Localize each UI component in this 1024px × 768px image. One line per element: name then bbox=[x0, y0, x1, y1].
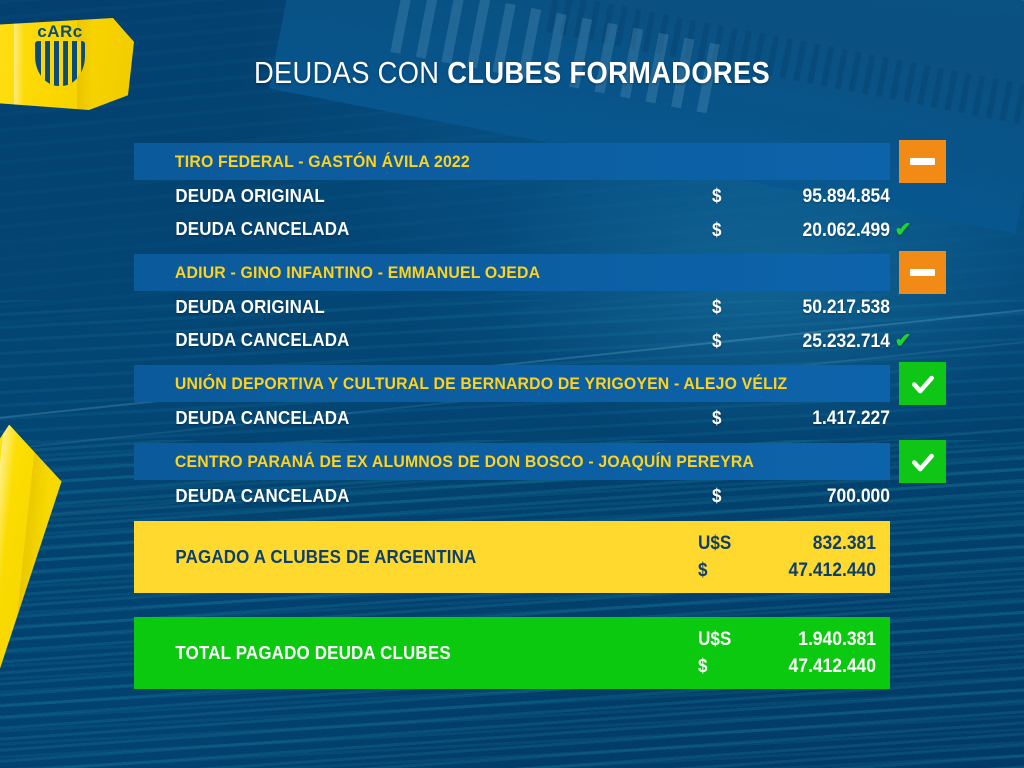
club-header-row: ADIUR - GINO INFANTINO - EMMANUEL OJEDA bbox=[134, 251, 946, 294]
row-amount: $ 20.062.499 ✔ bbox=[712, 217, 916, 242]
club-header-row: UNIÓN DEPORTIVA Y CULTURAL DE BERNARDO D… bbox=[134, 362, 946, 405]
check-icon bbox=[899, 362, 946, 405]
row-amount: $ 1.417.227 bbox=[712, 408, 890, 430]
currency-symbol: $ bbox=[712, 185, 722, 207]
summary-line: U$S 1.940.381 bbox=[698, 626, 876, 653]
row-label: DEUDA ORIGINAL bbox=[175, 186, 325, 206]
club-name: ADIUR - GINO INFANTINO - EMMANUEL OJEDA bbox=[174, 262, 541, 282]
amount-value: 47.412.440 bbox=[788, 656, 876, 677]
amount-value: 95.894.854 bbox=[802, 185, 890, 207]
currency-symbol: $ bbox=[698, 656, 708, 677]
check-icon: ✔ bbox=[894, 330, 912, 352]
row-label: DEUDA CANCELADA bbox=[175, 408, 350, 428]
row-amount: $ 95.894.854 bbox=[712, 186, 890, 208]
row-amount: $ 700.000 bbox=[712, 486, 890, 508]
summary-bar-argentina: PAGADO A CLUBES DE ARGENTINA U$S 832.381… bbox=[134, 521, 890, 593]
row-amount: $ 25.232.714 ✔ bbox=[712, 328, 916, 353]
summary-label: PAGADO A CLUBES DE ARGENTINA bbox=[175, 546, 477, 567]
debt-table: TIRO FEDERAL - GASTÓN ÁVILA 2022 DEUDA O… bbox=[134, 140, 946, 689]
minus-icon bbox=[899, 140, 946, 183]
club-header-row: CENTRO PARANÁ DE EX ALUMNOS DE DON BOSCO… bbox=[134, 440, 946, 483]
club-header-row: TIRO FEDERAL - GASTÓN ÁVILA 2022 bbox=[134, 140, 946, 183]
row-label: DEUDA CANCELADA bbox=[175, 486, 350, 506]
row-spacer bbox=[134, 513, 890, 521]
amount-value: 832.381 bbox=[812, 533, 876, 554]
currency-symbol: $ bbox=[712, 407, 722, 429]
flag-highlight bbox=[14, 18, 24, 110]
row-spacer bbox=[134, 357, 890, 365]
club-crest-icon: cARc bbox=[28, 22, 92, 88]
summary-amounts: U$S 1.940.381 $ 47.412.440 bbox=[698, 626, 876, 680]
club-name: CENTRO PARANÁ DE EX ALUMNOS DE DON BOSCO… bbox=[174, 451, 755, 471]
check-icon: ✔ bbox=[894, 219, 912, 241]
table-row: DEUDA CANCELADA $ 700.000 bbox=[134, 480, 890, 513]
amount-value: 25.232.714 bbox=[802, 331, 890, 352]
minus-icon bbox=[899, 251, 946, 294]
summary-label: TOTAL PAGADO DEUDA CLUBES bbox=[175, 642, 451, 663]
club-name: UNIÓN DEPORTIVA Y CULTURAL DE BERNARDO D… bbox=[174, 373, 788, 393]
summary-amounts: U$S 832.381 $ 47.412.440 bbox=[698, 530, 876, 584]
currency-symbol: U$S bbox=[698, 629, 732, 650]
amount-value: 47.412.440 bbox=[788, 560, 876, 581]
crest-wordmark: cARc bbox=[37, 22, 83, 41]
table-row: DEUDA ORIGINAL $ 50.217.538 bbox=[134, 291, 890, 324]
row-label: DEUDA CANCELADA bbox=[175, 330, 350, 350]
currency-symbol: $ bbox=[712, 485, 722, 507]
currency-symbol: $ bbox=[712, 296, 722, 318]
summary-line: $ 47.412.440 bbox=[698, 653, 876, 680]
check-icon bbox=[899, 440, 946, 483]
page-title-bold: CLUBES FORMADORES bbox=[447, 55, 771, 90]
summary-line: $ 47.412.440 bbox=[698, 557, 876, 584]
amount-value: 20.062.499 bbox=[802, 220, 890, 241]
row-label: DEUDA CANCELADA bbox=[175, 219, 350, 239]
summary-bar-total: TOTAL PAGADO DEUDA CLUBES U$S 1.940.381 … bbox=[134, 617, 890, 689]
table-row: DEUDA ORIGINAL $ 95.894.854 bbox=[134, 180, 890, 213]
table-row: DEUDA CANCELADA $ 25.232.714 ✔ bbox=[134, 324, 911, 357]
club-name: TIRO FEDERAL - GASTÓN ÁVILA 2022 bbox=[174, 151, 470, 171]
summary-line: U$S 832.381 bbox=[698, 530, 876, 557]
amount-value: 1.417.227 bbox=[812, 407, 890, 429]
amount-value: 1.940.381 bbox=[798, 629, 876, 650]
row-spacer bbox=[134, 593, 890, 617]
row-spacer bbox=[134, 435, 890, 443]
crest-shield bbox=[35, 41, 85, 86]
table-row: DEUDA CANCELADA $ 1.417.227 bbox=[134, 402, 890, 435]
row-label: DEUDA ORIGINAL bbox=[175, 297, 325, 317]
page-title: DEUDAS CON CLUBES FORMADORES bbox=[61, 56, 962, 90]
amount-value: 700.000 bbox=[826, 485, 890, 507]
row-amount: $ 50.217.538 bbox=[712, 297, 890, 319]
background-seat-rows-lower bbox=[0, 440, 1024, 768]
currency-symbol: U$S bbox=[698, 533, 732, 554]
currency-symbol: $ bbox=[712, 331, 722, 352]
table-row: DEUDA CANCELADA $ 20.062.499 ✔ bbox=[134, 213, 911, 246]
page-title-light: DEUDAS CON bbox=[253, 55, 448, 90]
currency-symbol: $ bbox=[712, 220, 722, 241]
row-spacer bbox=[134, 246, 890, 254]
currency-symbol: $ bbox=[698, 560, 708, 581]
amount-value: 50.217.538 bbox=[802, 296, 890, 318]
